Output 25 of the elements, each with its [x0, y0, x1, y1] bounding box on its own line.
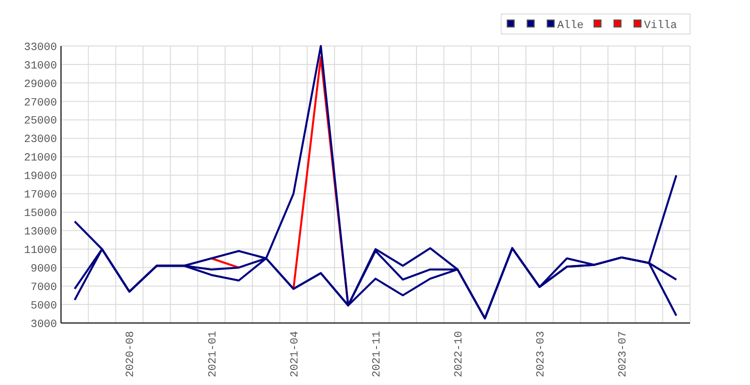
x-tick-label: 2021-11 [371, 330, 384, 378]
y-tick-label: 33000 [24, 42, 57, 54]
x-tick-label: 2023-03 [535, 331, 548, 378]
x-tick-label: 2022-10 [453, 331, 466, 378]
x-tick-label: 2020-08 [125, 331, 138, 378]
y-tick-label: 25000 [24, 116, 57, 128]
x-tick-label: 2023-07 [617, 331, 630, 378]
y-tick-label: 23000 [24, 134, 57, 146]
y-tick-label: 13000 [24, 226, 57, 239]
y-tick-label: 31000 [24, 60, 57, 72]
legend-label: Alle [557, 20, 584, 32]
y-tick-label: 27000 [24, 97, 57, 110]
legend-label: Villa [644, 20, 678, 32]
y-tick-label: 5000 [30, 300, 57, 312]
x-tick-label: 2021-04 [289, 330, 302, 378]
y-tick-label: 15000 [24, 208, 57, 220]
y-tick-label: 29000 [24, 78, 57, 91]
y-tick-label: 17000 [24, 190, 57, 202]
y-tick-label: 21000 [24, 152, 57, 165]
y-tick-label: 3000 [30, 318, 57, 331]
y-tick-label: 7000 [30, 282, 57, 294]
x-tick-label: 2021-01 [207, 330, 220, 378]
y-tick-label: 11000 [24, 244, 57, 257]
y-tick-label: 9000 [30, 263, 57, 276]
y-tick-label: 19000 [24, 171, 57, 184]
